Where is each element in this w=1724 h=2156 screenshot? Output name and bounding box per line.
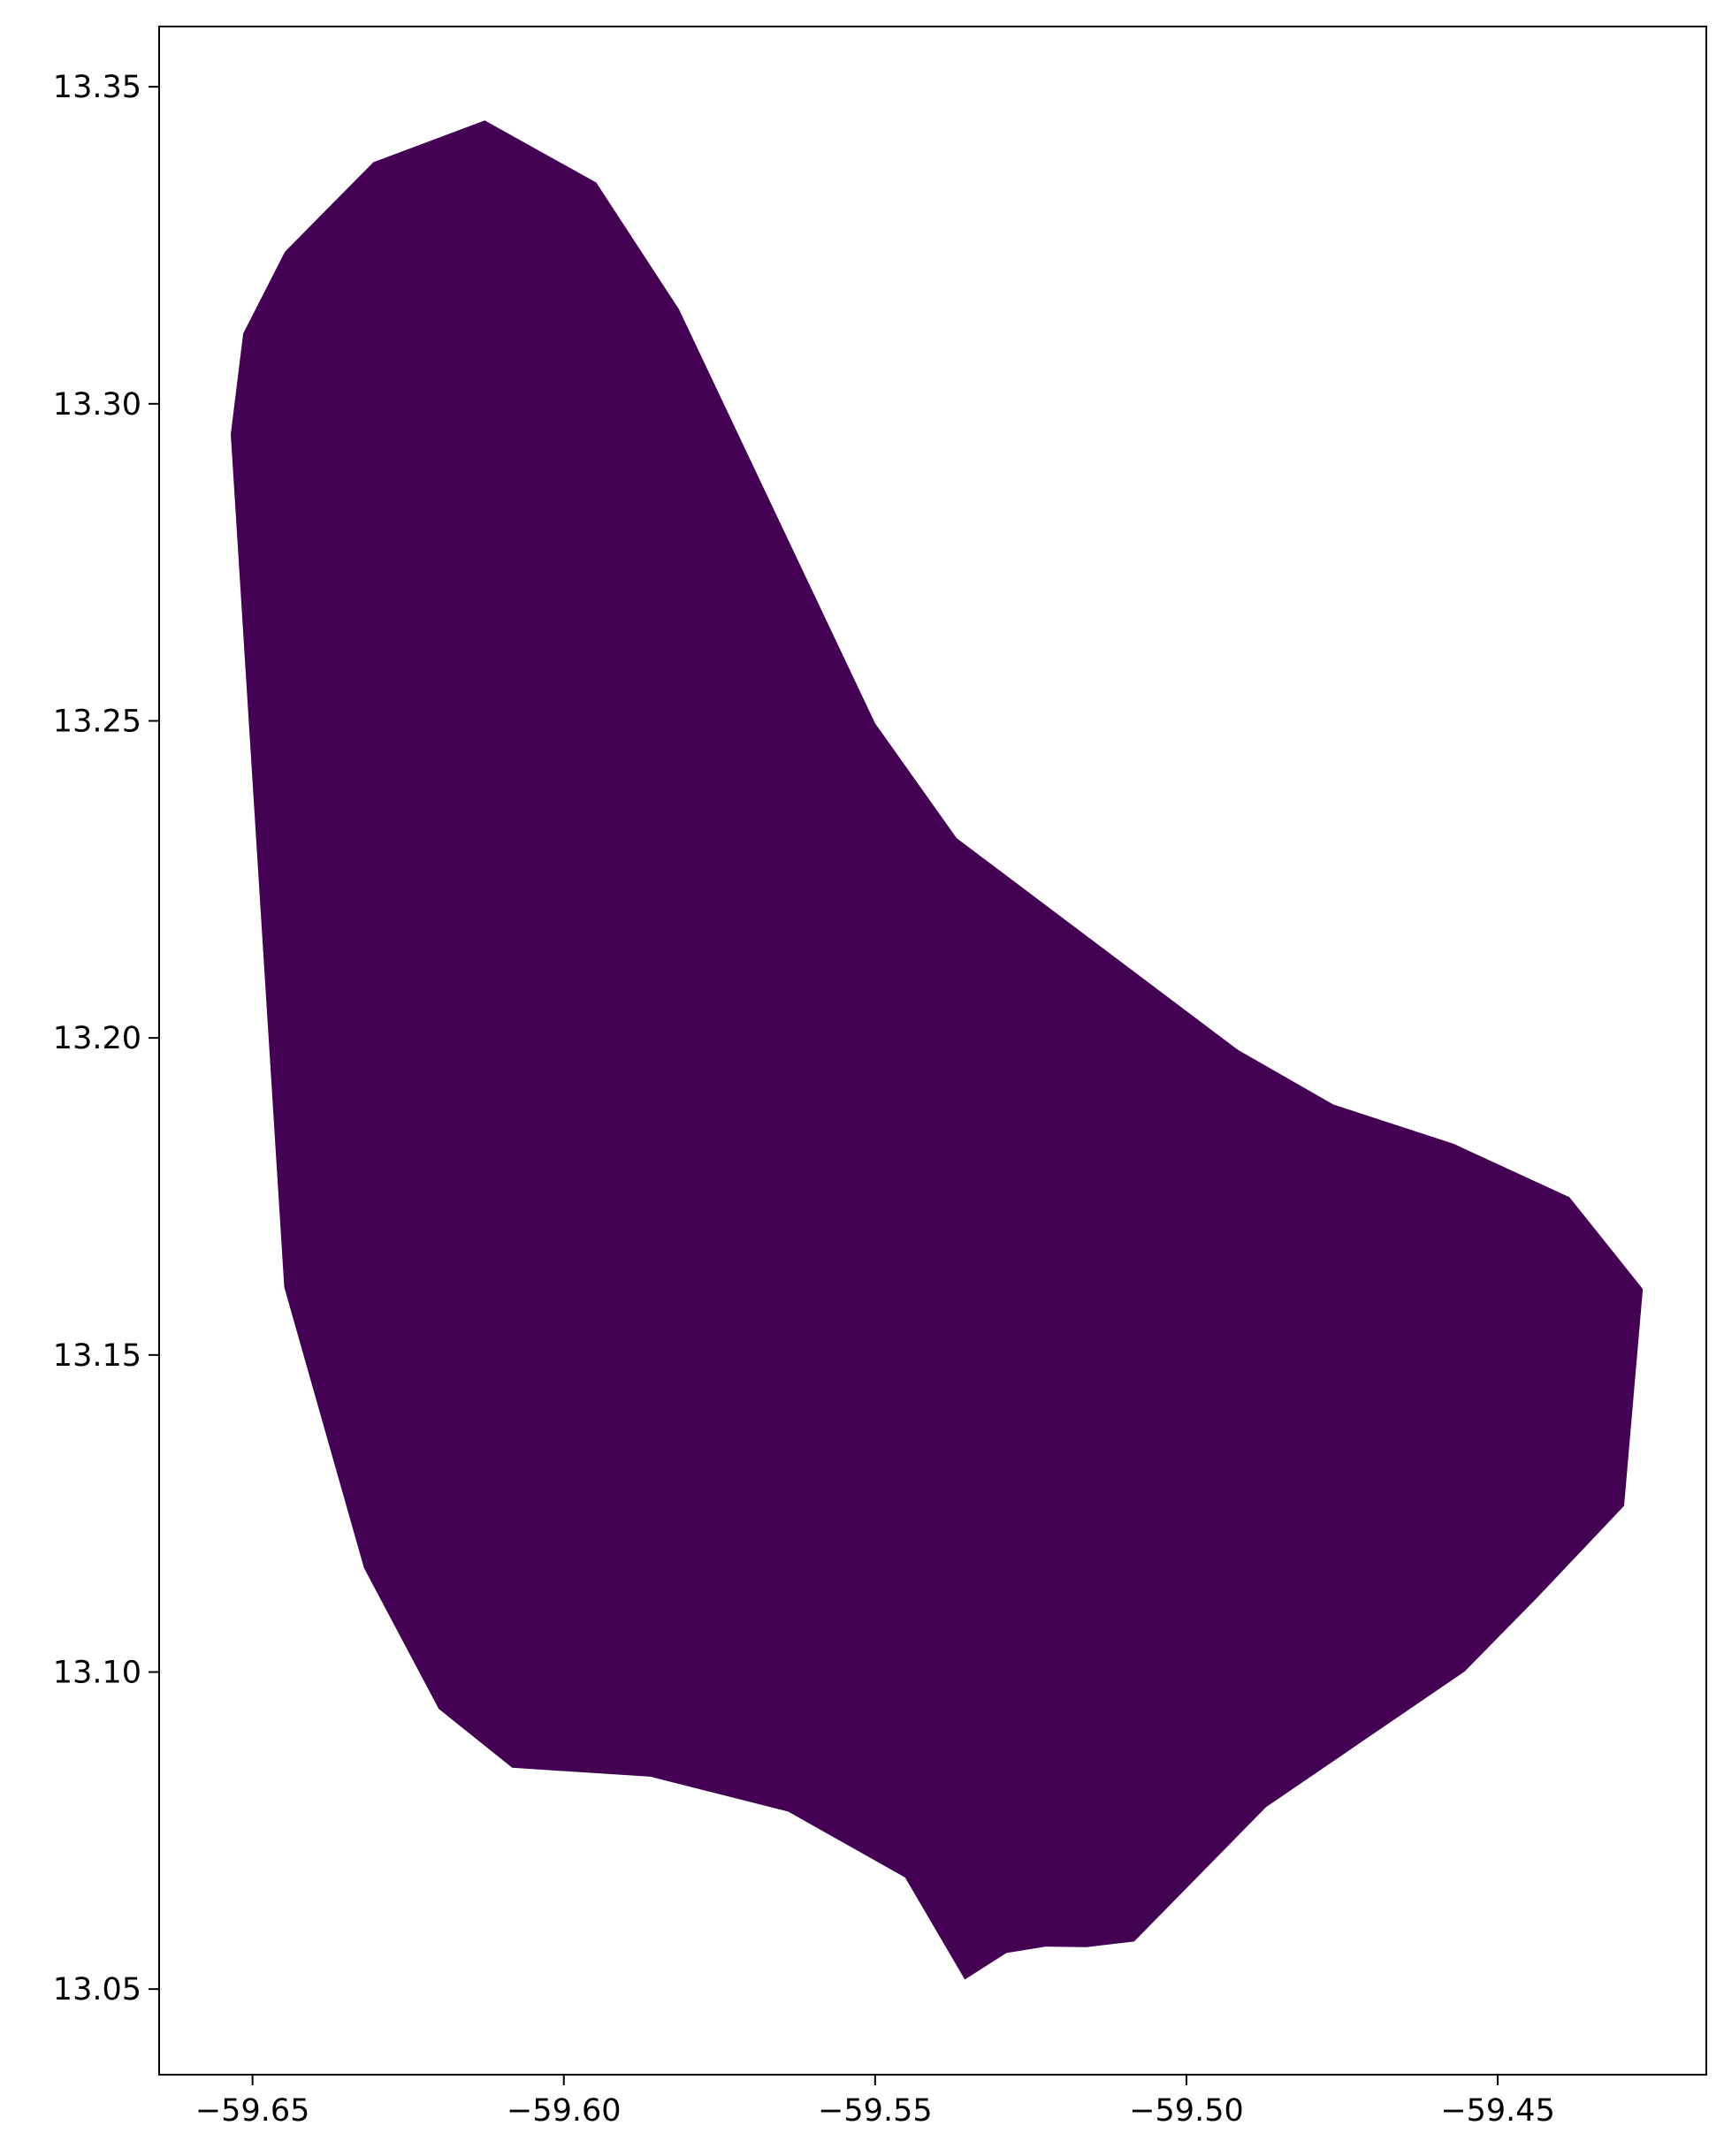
y-tick-label: 13.30 bbox=[53, 387, 141, 423]
x-tick-label: −59.45 bbox=[1440, 2093, 1555, 2129]
x-tick-label: −59.60 bbox=[507, 2093, 622, 2129]
y-tick-label: 13.15 bbox=[53, 1338, 141, 1374]
x-tick-label: −59.65 bbox=[195, 2093, 310, 2129]
island-region bbox=[231, 120, 1644, 1980]
y-tick-label: 13.35 bbox=[53, 70, 141, 105]
y-tick-label: 13.05 bbox=[53, 1972, 141, 2007]
y-tick-label: 13.20 bbox=[53, 1021, 141, 1056]
axes-border bbox=[158, 26, 1707, 2076]
x-axis: −59.65 −59.60 −59.55 −59.50 −59.45 bbox=[195, 2075, 1555, 2129]
x-tick-label: −59.55 bbox=[818, 2093, 933, 2129]
region-layer bbox=[231, 120, 1644, 1980]
y-tick-label: 13.25 bbox=[53, 704, 141, 739]
y-axis: 13.05 13.10 13.15 13.20 13.25 13.30 13.35 bbox=[53, 70, 159, 2007]
x-tick-label: −59.50 bbox=[1129, 2093, 1244, 2129]
y-tick-label: 13.10 bbox=[53, 1655, 141, 1690]
axes-frame bbox=[158, 26, 1707, 2076]
